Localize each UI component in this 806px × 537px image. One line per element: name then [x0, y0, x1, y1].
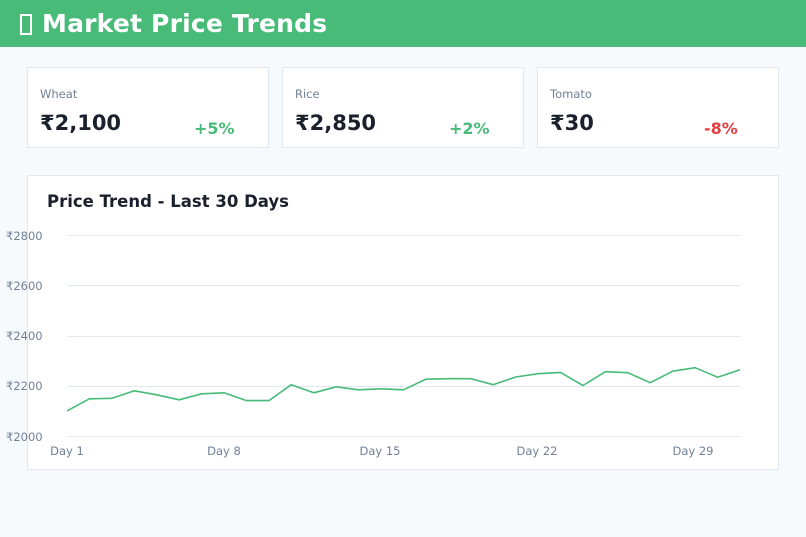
y-tick-label: ₹2600 — [6, 279, 43, 293]
app-header: Market Price Trends — [0, 0, 806, 47]
stat-name: Tomato — [550, 87, 592, 101]
price-line — [66, 366, 741, 412]
x-tick-label: Day 8 — [207, 444, 241, 458]
stat-card-tomato: Tomato ₹30 -8% — [537, 67, 779, 148]
x-tick-label: Day 29 — [672, 444, 714, 458]
stat-change: -8% — [704, 119, 738, 138]
stat-name: Rice — [295, 87, 320, 101]
y-tick-label: ₹2400 — [6, 329, 43, 343]
chart-title: Price Trend - Last 30 Days — [47, 192, 289, 211]
price-trend-card: Price Trend - Last 30 Days — [27, 175, 779, 470]
stat-price: ₹2,100 — [40, 111, 122, 135]
stat-name: Wheat — [40, 87, 78, 101]
x-tick-label: Day 22 — [516, 444, 558, 458]
stat-change: +2% — [449, 119, 490, 138]
stat-price: ₹30 — [550, 111, 594, 135]
stat-price: ₹2,850 — [295, 111, 377, 135]
stat-card-rice: Rice ₹2,850 +2% — [282, 67, 524, 148]
y-tick-label: ₹2800 — [6, 229, 43, 243]
stat-card-wheat: Wheat ₹2,100 +5% — [27, 67, 269, 148]
y-tick-label: ₹2200 — [6, 379, 43, 393]
page-title: Market Price Trends — [20, 9, 327, 38]
chart-gridlines — [67, 235, 740, 437]
stat-change: +5% — [194, 119, 235, 138]
x-tick-label: Day 15 — [359, 444, 401, 458]
chart-icon — [20, 14, 32, 35]
x-tick-label: Day 1 — [50, 444, 84, 458]
page-title-text: Market Price Trends — [42, 9, 328, 38]
y-tick-label: ₹2000 — [6, 430, 43, 444]
